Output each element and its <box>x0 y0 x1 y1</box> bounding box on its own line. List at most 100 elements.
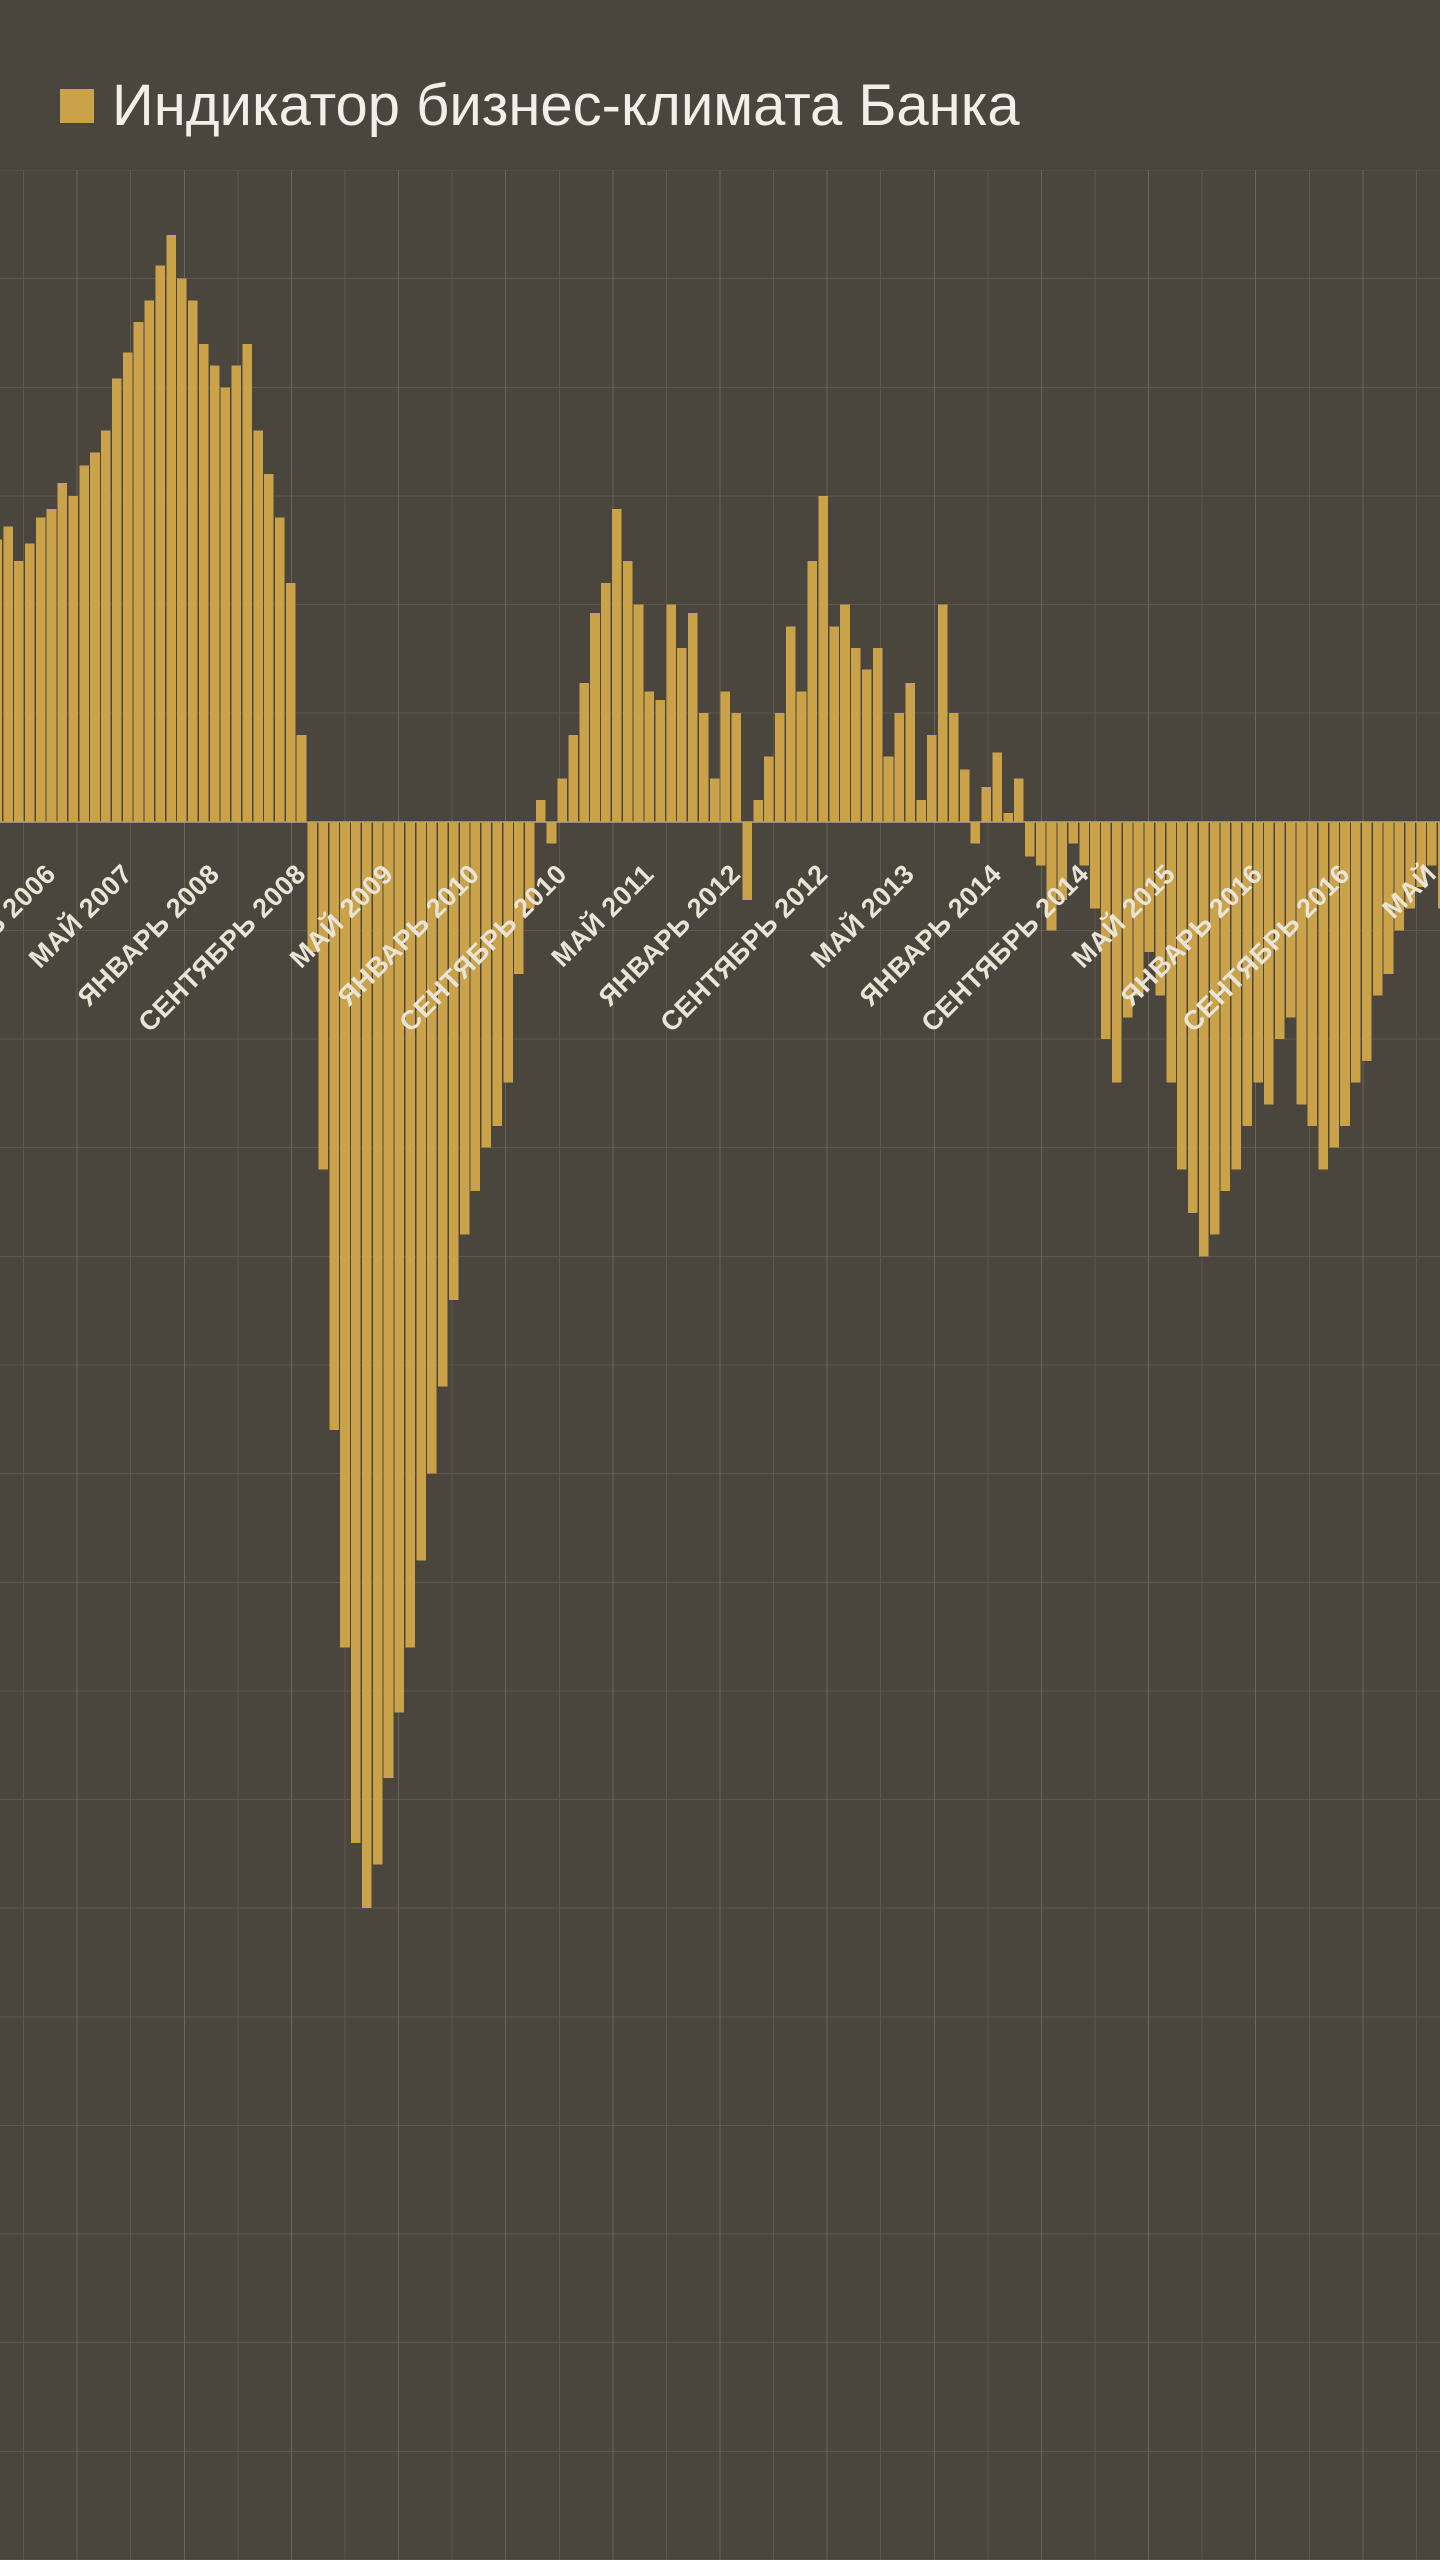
chart-bar <box>797 691 807 821</box>
chart-bar <box>1112 822 1122 1083</box>
chart-bar <box>1308 822 1318 1126</box>
chart-bar <box>329 822 339 1430</box>
chart-bar <box>1242 822 1252 1126</box>
chart-bar <box>166 235 176 822</box>
chart-bar <box>916 800 926 822</box>
chart-bar <box>688 613 698 822</box>
chart-bar <box>188 300 198 821</box>
legend-label: Индикатор бизнес-климата Банка <box>112 72 1020 139</box>
chart-bar <box>753 800 763 822</box>
chart-bar <box>1058 822 1068 900</box>
chart-bar <box>568 735 578 822</box>
chart-bar <box>112 379 122 822</box>
legend-swatch <box>60 89 94 123</box>
chart-bar <box>36 518 46 822</box>
chart-bar <box>1275 822 1285 1039</box>
chart-bar <box>1047 822 1057 931</box>
chart-bar <box>601 583 611 822</box>
chart-bar <box>482 822 492 1148</box>
chart-bar <box>1090 822 1100 909</box>
chart-bar <box>58 483 68 822</box>
chart-bar <box>449 822 459 1300</box>
chart-bar <box>1232 822 1242 1170</box>
chart-bar <box>634 605 644 822</box>
chart-bar <box>1264 822 1274 1104</box>
chart-bar <box>949 713 959 822</box>
chart-bar <box>101 431 111 822</box>
chart-bar <box>308 822 318 952</box>
chart-bar <box>1199 822 1209 1257</box>
chart-bar <box>1384 822 1394 974</box>
chart-bar <box>840 605 850 822</box>
chart-legend: Индикатор бизнес-климата Банка <box>60 72 1020 139</box>
chart-bar <box>3 526 13 821</box>
chart-bar <box>1101 822 1111 1039</box>
chart-bar <box>992 752 1002 822</box>
chart-bar <box>221 387 231 822</box>
chart-bar <box>1166 822 1176 1083</box>
chart-bar <box>764 757 774 822</box>
chart-bar <box>536 800 546 822</box>
chart-bar <box>286 583 296 822</box>
chart-bar <box>123 353 133 822</box>
chart-bar <box>134 322 144 822</box>
chart-bar <box>873 648 883 822</box>
chart-bar <box>547 822 557 844</box>
chart-bar <box>90 452 100 821</box>
chart-bar <box>851 648 861 822</box>
chart-bar <box>68 496 78 822</box>
chart-bar <box>1351 822 1361 1083</box>
chart-bar <box>1079 822 1089 865</box>
chart-bar <box>1145 822 1155 952</box>
chart-bar <box>612 509 622 822</box>
chart-bar <box>971 822 981 844</box>
chart-bar <box>0 539 2 821</box>
chart-bar <box>829 626 839 822</box>
chart-bar <box>1188 822 1198 1213</box>
chart-bar <box>362 822 372 1908</box>
chart-bar <box>492 822 502 1126</box>
chart-bar <box>177 279 187 822</box>
chart-bar <box>145 300 155 821</box>
chart-bar <box>1003 813 1013 822</box>
chart-bar <box>1123 822 1133 1018</box>
chart-bar <box>721 691 731 821</box>
chart-bar <box>1068 822 1078 844</box>
chart-bar <box>438 822 448 1387</box>
chart-bar <box>1210 822 1220 1235</box>
chart-bar <box>818 496 828 822</box>
chart-bar <box>677 648 687 822</box>
chart-bar <box>373 822 383 1865</box>
chart-bar <box>1329 822 1339 1148</box>
chart-bar <box>47 509 57 822</box>
chart-bar <box>318 822 328 1170</box>
chart-bar <box>590 613 600 822</box>
chart-bar <box>623 561 633 822</box>
chart-bar <box>666 605 676 822</box>
chart-bar <box>1155 822 1165 996</box>
chart-bar <box>1036 822 1046 865</box>
chart-bar <box>405 822 415 1648</box>
chart-bar <box>384 822 394 1778</box>
chart-bar <box>460 822 470 1235</box>
chart-bar <box>1318 822 1328 1170</box>
chart-plot-area <box>0 170 1440 2560</box>
chart-bar <box>232 366 242 822</box>
chart-bar <box>1025 822 1035 857</box>
business-climate-chart: Индикатор бизнес-климата Банка 006БРЬ 20… <box>0 0 1440 2560</box>
chart-bar <box>895 713 905 822</box>
chart-bar <box>927 735 937 822</box>
chart-bar <box>655 700 665 822</box>
chart-bar <box>1134 822 1144 996</box>
chart-bar <box>1297 822 1307 1104</box>
chart-bar <box>579 683 589 822</box>
chart-bar <box>514 822 524 974</box>
chart-bar <box>503 822 513 1083</box>
chart-bar <box>416 822 426 1561</box>
chart-bar <box>808 561 818 822</box>
chart-bar <box>199 344 209 822</box>
chart-bar <box>775 713 785 822</box>
chart-bar <box>1416 822 1426 887</box>
chart-bar <box>155 266 165 822</box>
chart-bar <box>79 465 89 821</box>
